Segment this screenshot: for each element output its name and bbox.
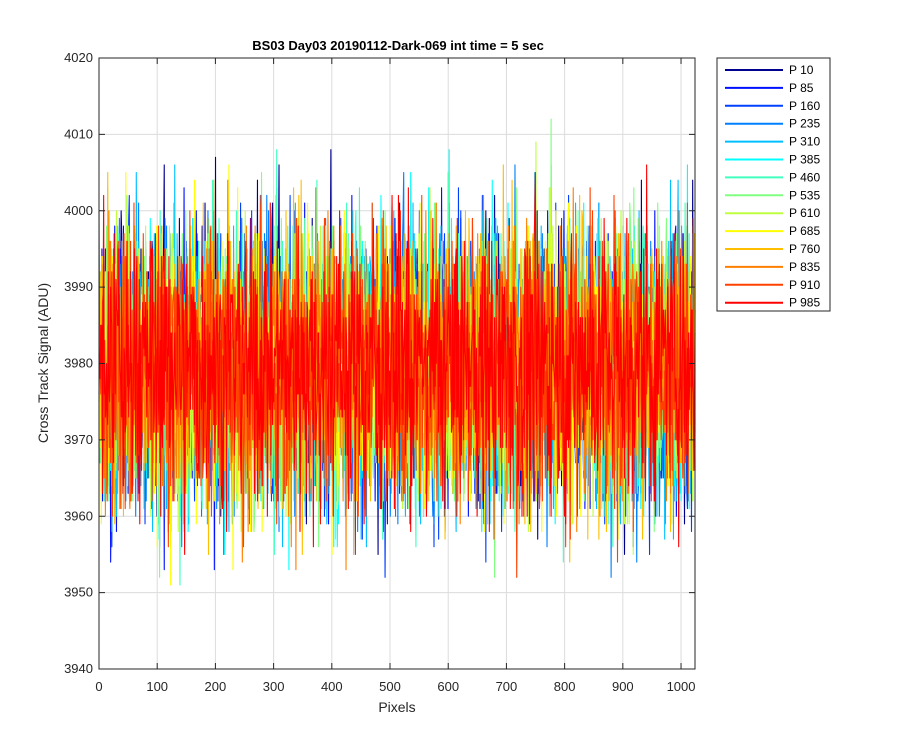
x-axis-label: Pixels bbox=[378, 699, 415, 715]
x-tick-label: 100 bbox=[146, 679, 168, 694]
series-line-p985 bbox=[98, 164, 696, 555]
x-tick-label: 0 bbox=[95, 679, 102, 694]
x-tick-label: 900 bbox=[612, 679, 634, 694]
legend-label: P 685 bbox=[789, 224, 820, 238]
y-tick-label: 3990 bbox=[64, 279, 93, 294]
x-tick-label: 700 bbox=[496, 679, 518, 694]
y-tick-label: 4000 bbox=[64, 203, 93, 218]
chart-title: BS03 Day03 20190112-Dark-069 int time = … bbox=[252, 38, 544, 53]
legend-label: P 610 bbox=[789, 206, 820, 220]
legend-label: P 910 bbox=[789, 278, 820, 292]
legend: P 10 P 85 P 160 P 235 P 310 P 385 P 460 P 535 P … bbox=[716, 57, 831, 312]
legend-label: P 835 bbox=[789, 260, 820, 274]
legend-label: P 160 bbox=[789, 99, 820, 113]
y-tick-label: 3940 bbox=[64, 661, 93, 676]
y-axis-label: Cross Track Signal (ADU) bbox=[35, 283, 51, 443]
y-tick-label: 3950 bbox=[64, 585, 93, 600]
x-tick-label: 600 bbox=[437, 679, 459, 694]
series-lines bbox=[98, 118, 696, 586]
y-tick-label: 3970 bbox=[64, 432, 93, 447]
y-tick-label: 3960 bbox=[64, 508, 93, 523]
legend-label: P 10 bbox=[789, 63, 814, 77]
legend-label: P 985 bbox=[789, 296, 820, 310]
legend-label: P 85 bbox=[789, 81, 814, 95]
legend-label: P 535 bbox=[789, 188, 820, 202]
x-tick-label: 200 bbox=[205, 679, 227, 694]
x-tick-label: 300 bbox=[263, 679, 285, 694]
x-tick-label: 800 bbox=[554, 679, 576, 694]
x-tick-label: 500 bbox=[379, 679, 401, 694]
legend-label: P 460 bbox=[789, 170, 820, 184]
x-tick-label: 400 bbox=[321, 679, 343, 694]
legend-box bbox=[716, 57, 831, 312]
legend-label: P 760 bbox=[789, 242, 820, 256]
legend-label: P 385 bbox=[789, 153, 820, 167]
legend-label: P 235 bbox=[789, 117, 820, 131]
axis-ticks: 0 100 200 300 400 500 600 700 800 900 1000 3940 3950… bbox=[64, 50, 695, 694]
x-tick-label: 1000 bbox=[667, 679, 696, 694]
y-tick-label: 3980 bbox=[64, 356, 93, 371]
legend-label: P 310 bbox=[789, 135, 820, 149]
series-line-p910 bbox=[98, 187, 696, 578]
y-tick-label: 4010 bbox=[64, 126, 93, 141]
y-tick-label: 4020 bbox=[64, 50, 93, 65]
